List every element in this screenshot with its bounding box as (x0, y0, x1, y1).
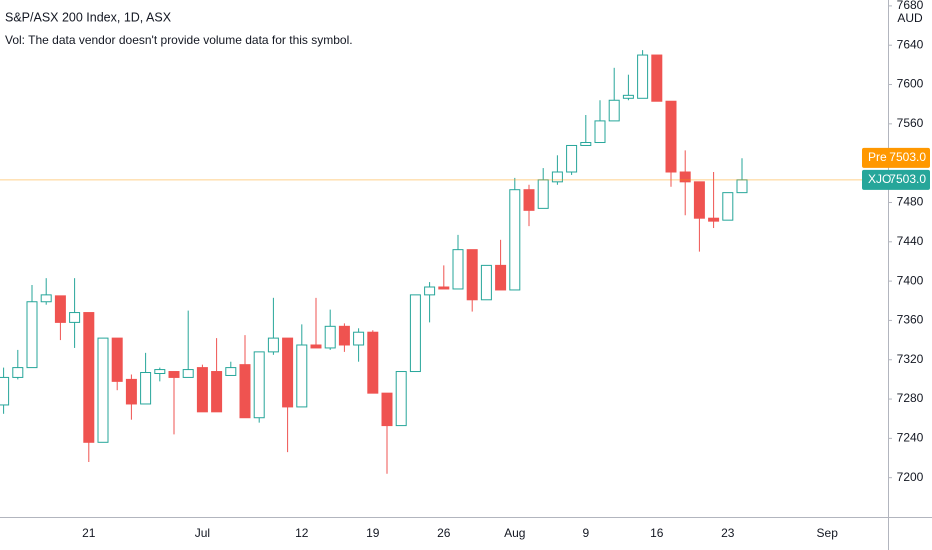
candle-body (424, 286, 436, 296)
candle-body (338, 325, 350, 346)
price-label-value: 7503.0 (889, 150, 926, 164)
candle-body (211, 371, 223, 413)
y-tick-label: 7320 (897, 352, 924, 366)
candle-body (722, 192, 734, 221)
y-tick-label: 7600 (897, 77, 924, 91)
candle-body (324, 325, 336, 349)
candle-body (509, 189, 521, 291)
candle-body (196, 367, 208, 413)
y-tick-label: 7680 (897, 0, 924, 12)
candle-body (551, 171, 563, 183)
candle-body (608, 99, 620, 122)
y-tick-label: 7440 (897, 234, 924, 248)
candle-body (0, 376, 10, 406)
x-tick-label: Jul (195, 526, 210, 540)
candle-body (736, 179, 748, 194)
y-tick-label: 7280 (897, 391, 924, 405)
candle-body (367, 331, 379, 394)
candle-body (97, 337, 109, 443)
price-label-box (862, 169, 930, 190)
candle-body (637, 54, 649, 99)
candle-body (495, 264, 507, 291)
candle-body (651, 54, 663, 102)
y-tick-label: 7200 (897, 470, 924, 484)
candle-body (523, 189, 535, 211)
candle-body (537, 179, 549, 209)
candle-body (182, 369, 194, 378)
candle-body (566, 144, 578, 173)
candle-body (26, 301, 38, 369)
candle-body (438, 286, 450, 290)
y-tick-label: 7640 (897, 37, 924, 51)
candle-body (452, 249, 464, 290)
candle-body (54, 295, 66, 323)
candle-body (140, 372, 152, 405)
x-tick-label: 23 (721, 526, 735, 540)
candle-body (381, 392, 393, 427)
x-tick-label: 12 (295, 526, 309, 540)
price-label-box (862, 147, 930, 168)
candle-body (225, 367, 237, 376)
x-tick-label: Aug (504, 526, 525, 540)
candle-body (12, 367, 24, 378)
y-tick-label: 7360 (897, 313, 924, 327)
candle-body (580, 142, 592, 146)
candle-body (125, 378, 137, 405)
candle-body (168, 371, 180, 378)
candle-body (708, 217, 720, 222)
candle-body (353, 331, 365, 346)
x-tick-label: Sep (817, 526, 839, 540)
y-tick-label: 7480 (897, 195, 924, 209)
currency-label: AUD (897, 11, 923, 25)
x-tick-label: 19 (366, 526, 380, 540)
candle-body (480, 264, 492, 301)
y-tick-label: 7400 (897, 273, 924, 287)
x-tick-label: 9 (582, 526, 589, 540)
price-label-value: 7503.0 (889, 172, 926, 186)
candle-body (395, 371, 407, 427)
x-tick-label: 26 (437, 526, 451, 540)
candle-body (154, 369, 166, 374)
candle-body (679, 171, 691, 183)
x-tick-label: 21 (82, 526, 96, 540)
price-label-name: Pre (868, 150, 887, 164)
candle-body (622, 94, 634, 99)
candle-body (466, 249, 478, 301)
candle-body (296, 344, 308, 408)
y-tick-label: 7560 (897, 116, 924, 130)
y-tick-label: 7240 (897, 431, 924, 445)
candle-body (409, 294, 421, 373)
candle-body (40, 294, 52, 303)
candle-body (310, 344, 322, 349)
candle-body (665, 100, 677, 173)
x-tick-label: 16 (650, 526, 664, 540)
candle-body (282, 337, 294, 408)
candle-body (111, 337, 123, 382)
candle-body (253, 351, 265, 419)
price-label-name: XJO (868, 172, 891, 186)
candle-body (239, 364, 251, 419)
candle-body (594, 120, 606, 144)
candle-body (69, 312, 81, 323)
candle-body (693, 181, 705, 219)
chart-subtitle: Vol: The data vendor doesn't provide vol… (5, 33, 353, 47)
chart-title: S&P/ASX 200 Index, 1D, ASX (5, 10, 172, 24)
candle-body (83, 312, 95, 443)
candle-body (267, 337, 279, 353)
